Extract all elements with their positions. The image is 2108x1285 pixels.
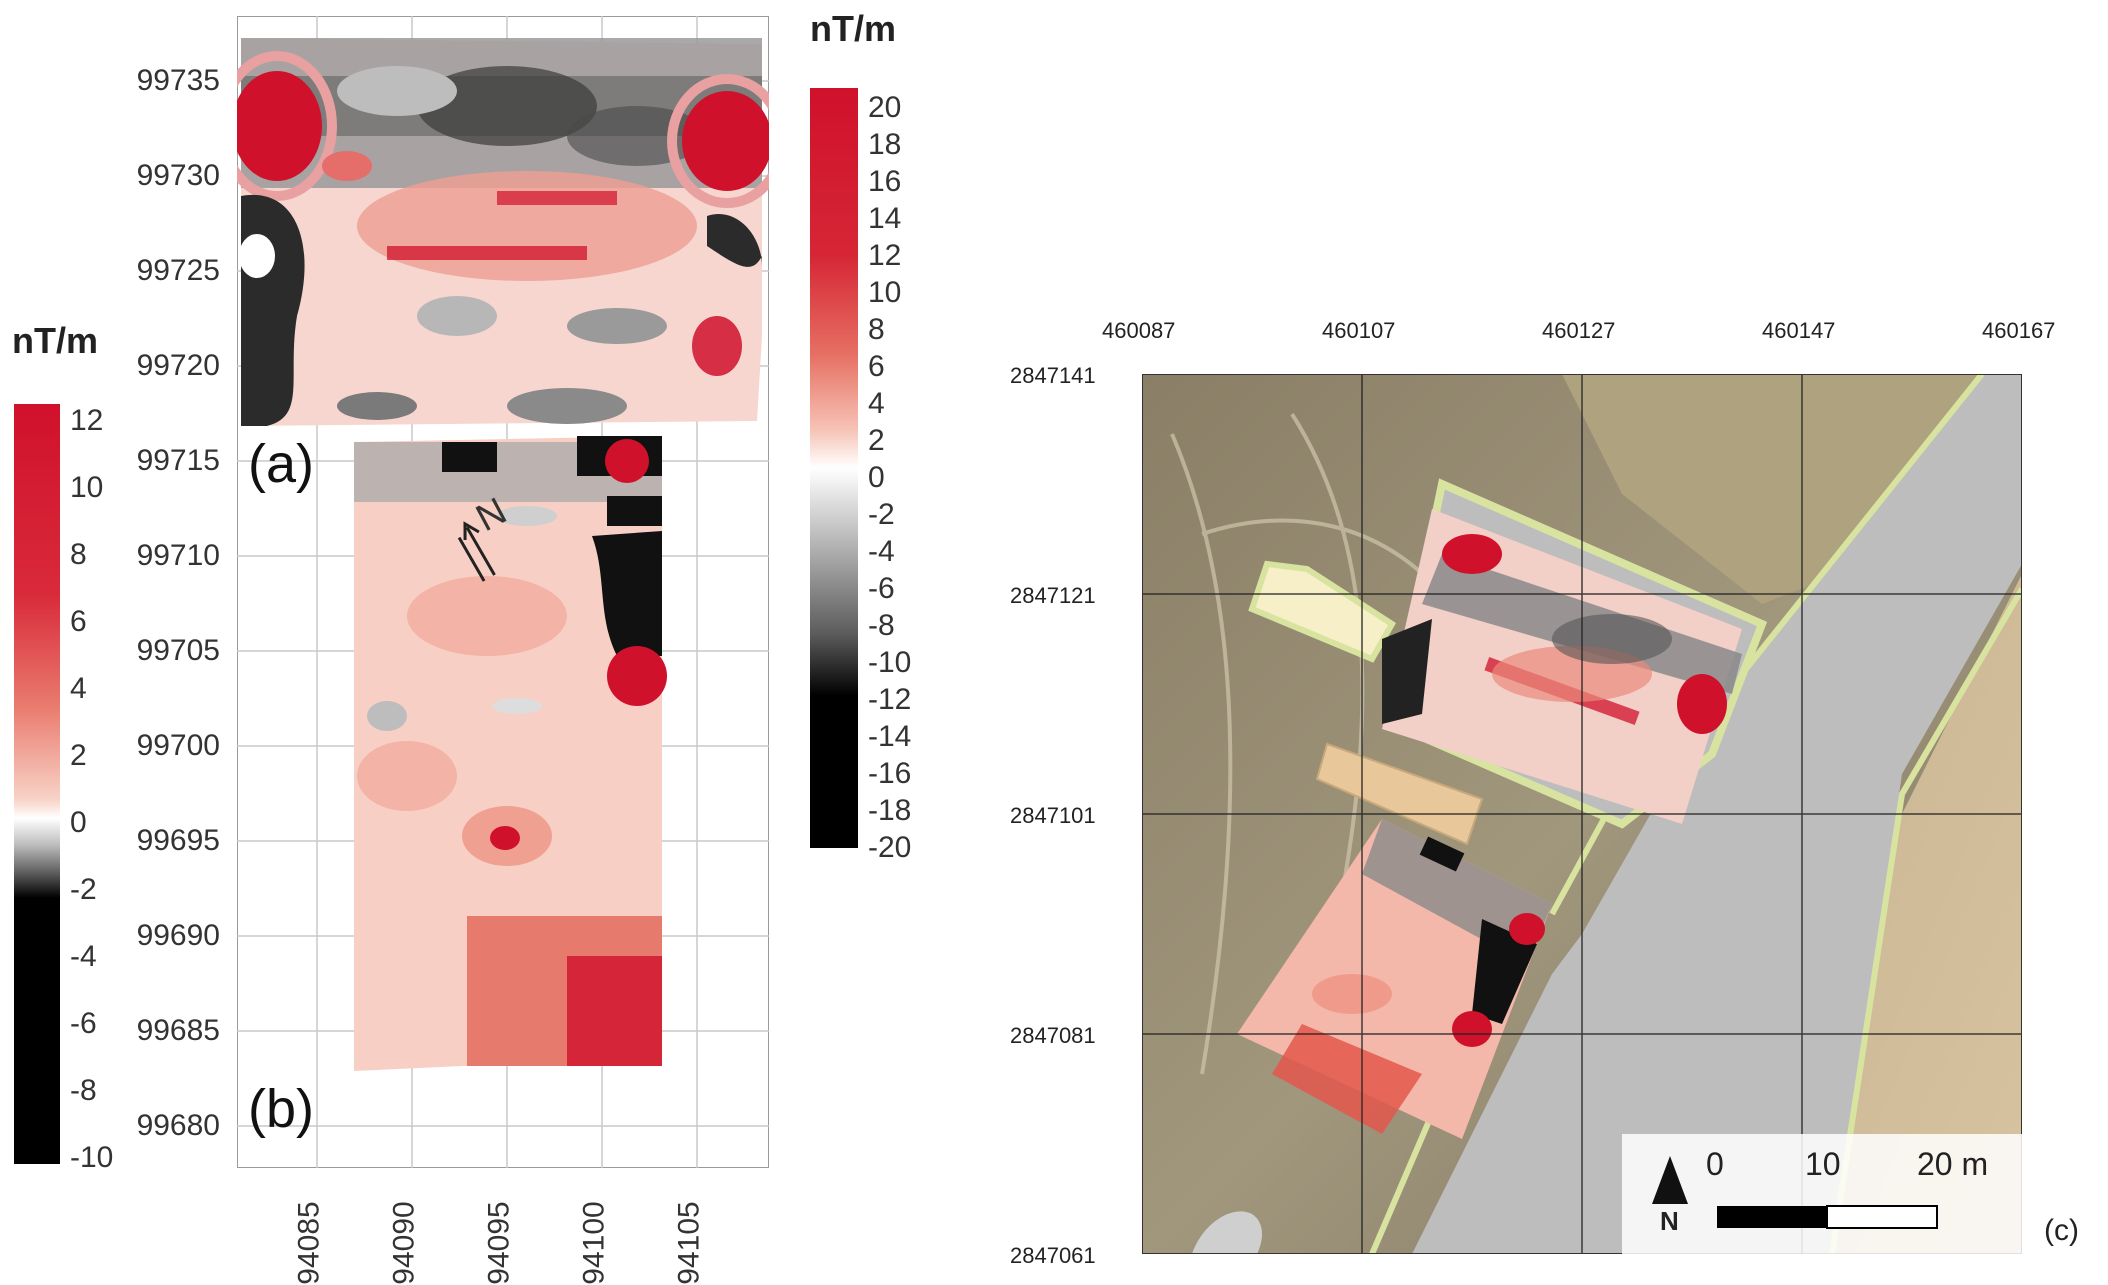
colorbar-tick: 18 — [868, 128, 902, 161]
colorbar-a: nT/m 20 18 16 14 12 10 8 6 4 2 0 — [800, 0, 930, 880]
scale-label-10: 10 — [1805, 1146, 1841, 1182]
colorbar-tick: 0 — [868, 461, 885, 494]
colorbar-b-unit: nT/m — [12, 320, 98, 361]
map-y-tick: 2847061 — [1010, 1243, 1096, 1268]
site-map — [1142, 374, 2022, 1254]
north-label: N — [1660, 1206, 1679, 1236]
colorbar-tick: -20 — [868, 831, 912, 864]
colorbar-tick: -2 — [70, 873, 97, 906]
panel-ab: N (a) (b) 99735 99730 99725 99720 99715 … — [0, 0, 780, 1285]
y-tick: 99730 — [136, 159, 220, 192]
colorbar-tick: 0 — [70, 806, 87, 839]
map-x-tick: 460107 — [1322, 318, 1396, 343]
survey-a-map — [237, 38, 769, 426]
y-tick: 99690 — [136, 919, 220, 952]
colorbar-tick: 4 — [70, 672, 87, 705]
colorbar-tick: -4 — [868, 535, 895, 568]
survey-b-overlay — [1237, 819, 1552, 1139]
map-grid — [1142, 374, 2022, 1254]
colorbar-tick: -4 — [70, 940, 97, 973]
colorbar-a-unit: nT/m — [810, 8, 896, 49]
colorbar-tick: -6 — [868, 572, 895, 605]
colorbar-tick: -8 — [70, 1074, 97, 1107]
colorbar-tick: 8 — [868, 313, 885, 346]
map-y-tick: 2847101 — [1010, 803, 1096, 828]
colorbar-tick: 14 — [868, 202, 902, 235]
map-x-tick: 460167 — [1982, 318, 2056, 343]
colorbar-tick: 4 — [868, 387, 885, 420]
colorbar-tick: -12 — [868, 683, 912, 716]
colorbar-tick: 6 — [868, 350, 885, 383]
colorbar-tick: -10 — [70, 1141, 114, 1174]
colorbar-tick: 2 — [70, 739, 87, 772]
colorbar-tick: -6 — [70, 1007, 97, 1040]
panel-ab-plot — [237, 16, 769, 1168]
y-tick: 99705 — [136, 634, 220, 667]
north-arrow-icon — [457, 521, 496, 582]
survey-b-map — [354, 436, 667, 1071]
y-tick: 99725 — [136, 254, 220, 287]
panel-label-c: (c) — [2044, 1214, 2079, 1247]
colorbar-a-scale — [810, 88, 858, 848]
map-y-tick: 2847121 — [1010, 583, 1096, 608]
colorbar-tick: -2 — [868, 498, 895, 531]
north-arrow-icon — [1652, 1156, 1688, 1204]
y-tick: 99695 — [136, 824, 220, 857]
colorbar-tick: 8 — [70, 538, 87, 571]
scale-label-20m: 20 m — [1917, 1146, 1989, 1182]
colorbar-tick: 12 — [70, 404, 104, 437]
colorbar-tick: -16 — [868, 757, 912, 790]
x-tick: 94105 — [672, 1201, 706, 1285]
scale-bar — [1717, 1205, 1938, 1229]
map-x-tick: 460127 — [1542, 318, 1616, 343]
colorbar-tick: -18 — [868, 794, 912, 827]
y-tick: 99715 — [136, 444, 220, 477]
x-tick: 94090 — [387, 1201, 421, 1285]
colorbar-tick: -10 — [868, 646, 912, 679]
scale-label-0: 0 — [1706, 1146, 1724, 1182]
panel-c: 460087 460107 460127 460147 460167 28471… — [1000, 300, 2108, 1285]
colorbar-b: nT/m 12 10 8 6 4 2 0 -2 -4 -6 -8 — [0, 320, 120, 1180]
map-x-tick: 460087 — [1102, 318, 1176, 343]
colorbar-b-scale — [14, 404, 60, 1164]
map-y-tick: 2847081 — [1010, 1023, 1096, 1048]
y-tick: 99735 — [136, 64, 220, 97]
x-tick: 94095 — [482, 1201, 516, 1285]
y-tick: 99720 — [136, 349, 220, 382]
colorbar-tick: 12 — [868, 239, 902, 272]
colorbar-tick: -8 — [868, 609, 895, 642]
y-tick: 99680 — [136, 1109, 220, 1142]
map-x-tick: 460147 — [1762, 318, 1836, 343]
colorbar-tick: 2 — [868, 424, 885, 457]
colorbar-tick: 6 — [70, 605, 87, 638]
colorbar-tick: 16 — [868, 165, 902, 198]
colorbar-tick: 10 — [868, 276, 902, 309]
colorbar-tick: 20 — [868, 91, 902, 124]
x-tick: 94100 — [577, 1201, 611, 1285]
x-tick: 94085 — [292, 1201, 326, 1285]
colorbar-tick: -14 — [868, 720, 912, 753]
panel-label-a: (a) — [248, 434, 314, 494]
y-tick: 99710 — [136, 539, 220, 572]
panel-label-b: (b) — [248, 1079, 314, 1139]
y-tick: 99685 — [136, 1014, 220, 1047]
colorbar-tick: 10 — [70, 471, 104, 504]
map-y-tick: 2847141 — [1010, 363, 1096, 388]
y-tick: 99700 — [136, 729, 220, 762]
